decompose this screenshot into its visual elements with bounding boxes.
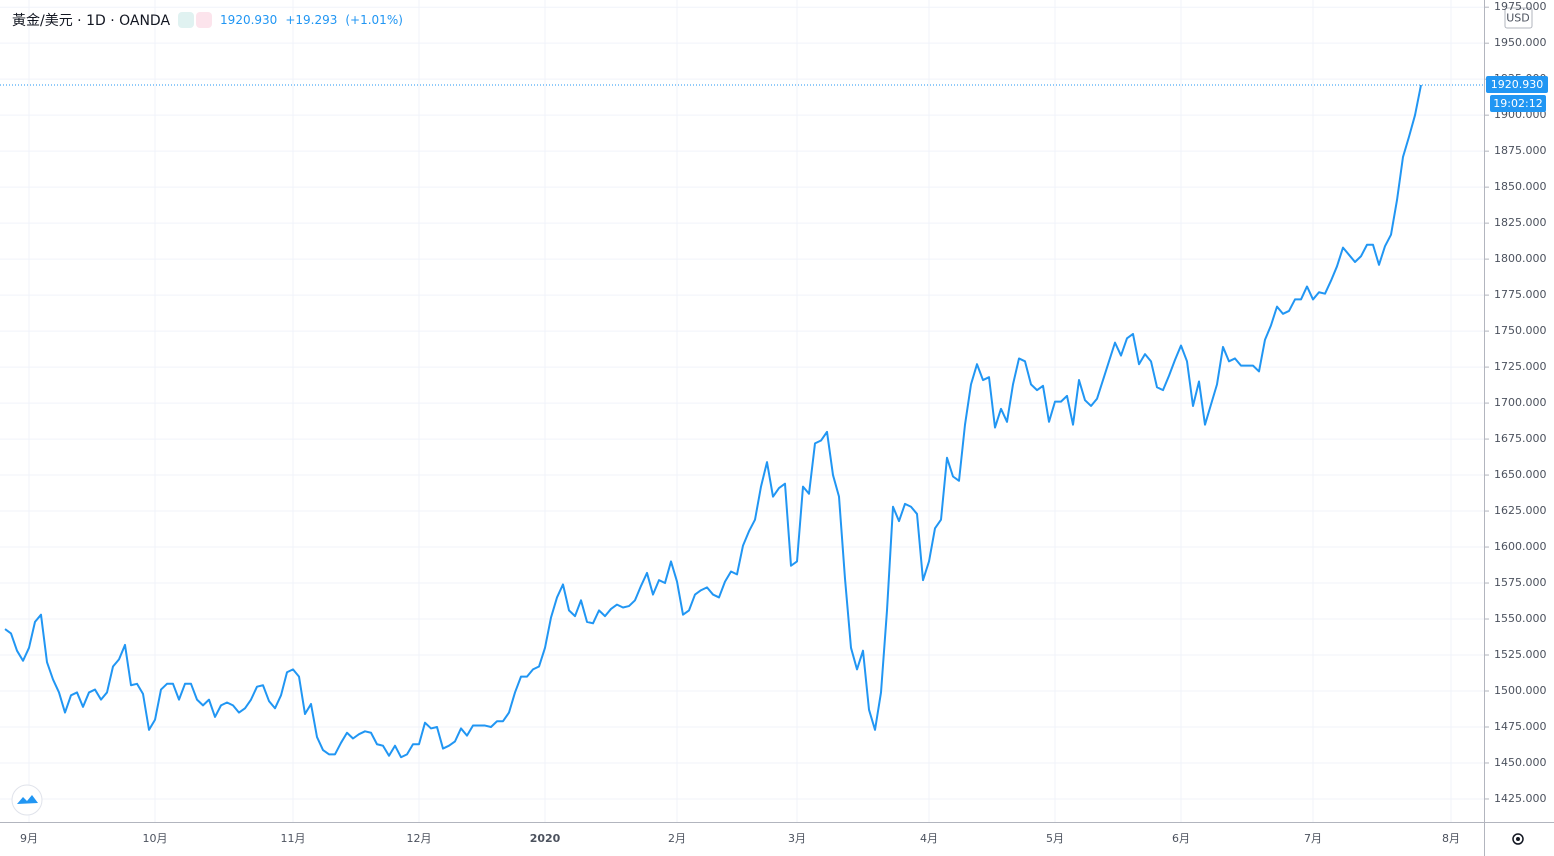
x-tick-label: 7月 bbox=[1304, 832, 1322, 845]
legend-header: 黃金/美元 · 1D · OANDA 1920.930 +19.293 (+1.… bbox=[12, 10, 403, 30]
x-tick-label: 2020 bbox=[530, 832, 561, 845]
last-price: 1920.930 bbox=[220, 13, 278, 27]
y-tick-label: 1675.000 bbox=[1494, 432, 1547, 445]
x-tick-label: 6月 bbox=[1172, 832, 1190, 845]
y-tick-label: 1750.000 bbox=[1494, 324, 1547, 337]
y-tick-label: 1650.000 bbox=[1494, 468, 1547, 481]
y-tick-label: 1550.000 bbox=[1494, 612, 1547, 625]
y-tick-label: 1600.000 bbox=[1494, 540, 1547, 553]
countdown-label: 19:02:12 bbox=[1493, 97, 1542, 110]
y-tick-label: 1700.000 bbox=[1494, 396, 1547, 409]
last-price-label: 1920.930 bbox=[1491, 78, 1544, 91]
x-tick-label: 10月 bbox=[143, 832, 168, 845]
y-tick-label: 1725.000 bbox=[1494, 360, 1547, 373]
x-tick-label: 11月 bbox=[281, 832, 306, 845]
y-tick-label: 1875.000 bbox=[1494, 144, 1547, 157]
y-tick-label: 1950.000 bbox=[1494, 36, 1547, 49]
symbol-title[interactable]: 黃金/美元 · 1D · OANDA bbox=[12, 13, 171, 29]
x-tick-label: 5月 bbox=[1046, 832, 1064, 845]
y-tick-label: 1625.000 bbox=[1494, 504, 1547, 517]
y-tick-label: 1425.000 bbox=[1494, 792, 1547, 805]
x-tick-label: 12月 bbox=[407, 832, 432, 845]
y-tick-label: 1500.000 bbox=[1494, 684, 1547, 697]
logo[interactable] bbox=[11, 784, 43, 816]
price-change: +19.293 bbox=[285, 13, 338, 27]
price-change-percent: (+1.01%) bbox=[345, 13, 403, 27]
currency-box[interactable] bbox=[1504, 7, 1533, 29]
y-tick-label: 1475.000 bbox=[1494, 720, 1547, 733]
status-badges bbox=[178, 12, 213, 28]
settings-icon[interactable] bbox=[1512, 833, 1524, 845]
y-tick-label: 1800.000 bbox=[1494, 252, 1547, 265]
currency-label: USD bbox=[1506, 12, 1530, 25]
grid bbox=[0, 0, 1484, 822]
y-tick-label: 1450.000 bbox=[1494, 756, 1547, 769]
y-tick-label: 1825.000 bbox=[1494, 216, 1547, 229]
x-tick-label: 9月 bbox=[20, 832, 38, 845]
last-price-box bbox=[1486, 76, 1548, 94]
y-tick-label: 1975.000 bbox=[1494, 0, 1547, 13]
y-tick-label: 1525.000 bbox=[1494, 648, 1547, 661]
y-tick-label: 1850.000 bbox=[1494, 180, 1547, 193]
y-tick-label: 1775.000 bbox=[1494, 288, 1547, 301]
price-line bbox=[4, 84, 1422, 759]
x-tick-label: 2月 bbox=[668, 832, 686, 845]
x-tick-label: 8月 bbox=[1442, 832, 1460, 845]
price-axis-panel bbox=[1484, 0, 1554, 856]
x-tick-label: 4月 bbox=[920, 832, 938, 845]
countdown-box bbox=[1490, 95, 1546, 113]
y-tick-label: 1575.000 bbox=[1494, 576, 1547, 589]
x-tick-label: 3月 bbox=[788, 832, 806, 845]
